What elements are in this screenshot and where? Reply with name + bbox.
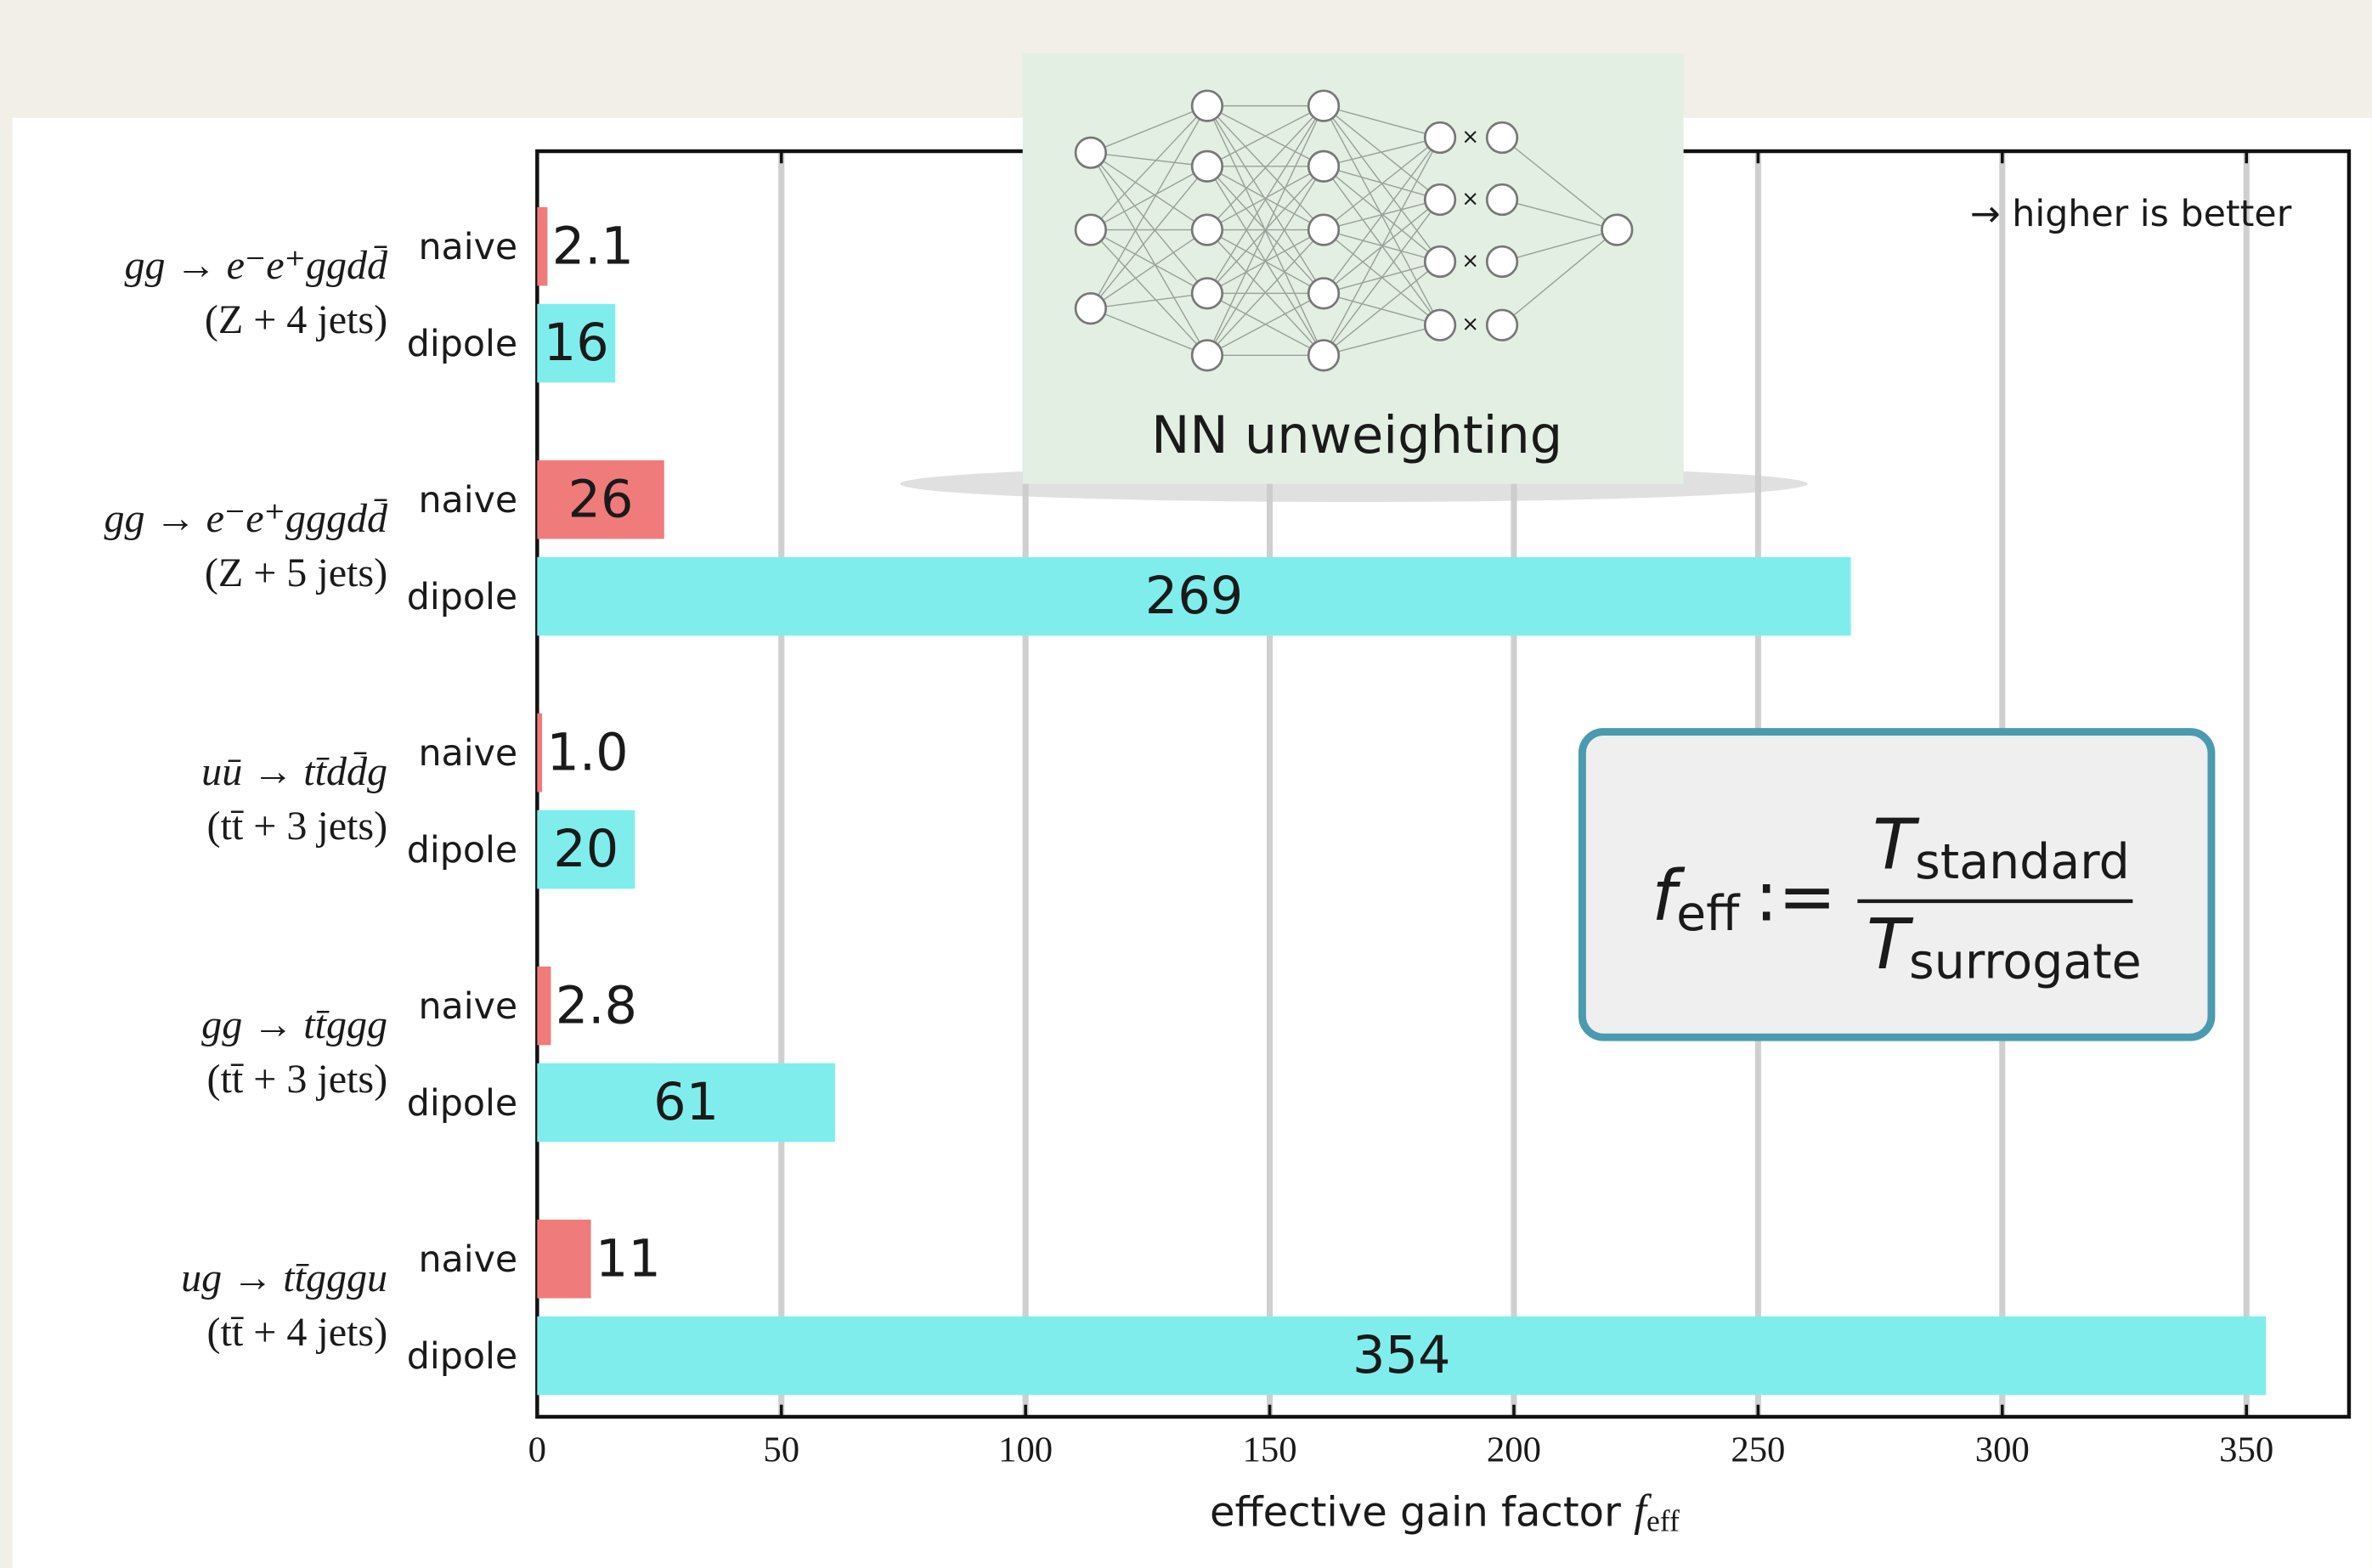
bar (537, 207, 547, 286)
inset-title: NN unweighting (1151, 406, 1562, 465)
nn-inset: × × × × NN unweighting (901, 53, 1808, 502)
formula-den-symbol: T (1867, 905, 1914, 985)
series-label: naive (418, 732, 517, 775)
x-label-text: effective gain factor (1210, 1489, 1634, 1537)
series-label: naive (418, 226, 517, 268)
category-label: gg → tt̄ggg (201, 1002, 387, 1047)
x-tick-label: 100 (998, 1430, 1053, 1470)
value-label: 16 (544, 313, 609, 373)
x-label-sub: eff (1646, 1504, 1680, 1538)
net-node (1076, 138, 1106, 168)
net-node (1308, 91, 1339, 121)
series-label: dipole (407, 829, 517, 871)
net-times: × (1461, 312, 1479, 336)
net-node (1487, 246, 1517, 277)
formula-num-symbol: T (1872, 805, 1920, 886)
category-label: uū → tt̄dd̄g (201, 749, 387, 794)
category-note: (tt̄ + 3 jets) (207, 804, 388, 849)
value-label: 269 (1145, 567, 1244, 626)
value-label: 2.1 (552, 217, 634, 276)
net-node (1192, 151, 1223, 182)
category-note: (tt̄ + 4 jets) (207, 1310, 388, 1355)
bar (537, 967, 551, 1046)
value-label: 26 (568, 470, 634, 529)
net-node (1487, 184, 1517, 215)
net-node (1487, 122, 1517, 153)
x-tick-label: 300 (1975, 1430, 2030, 1470)
net-node (1425, 184, 1455, 215)
net-times: × (1461, 186, 1479, 211)
formula-den-sub: surrogate (1909, 933, 2142, 990)
value-label: 11 (596, 1229, 661, 1289)
bar (537, 1220, 590, 1299)
net-node (1308, 215, 1339, 245)
series-label: naive (418, 479, 517, 522)
x-axis-label: effective gain factor feff (1210, 1485, 1680, 1538)
x-tick-label: 50 (763, 1430, 799, 1470)
chart: 0 50 100 150 200 250 300 350 gg → e⁻e⁺ggdd̄ (Z + … (0, 0, 2372, 1568)
net-node (1308, 341, 1339, 371)
formula-num-sub: standard (1915, 834, 2130, 890)
net-node (1487, 310, 1517, 341)
category-label: gg → e⁻e⁺ggdd̄ (124, 243, 388, 288)
annotation: → higher is better (1970, 193, 2292, 235)
category-note: (tt̄ + 3 jets) (207, 1057, 388, 1102)
category-note: (Z + 4 jets) (205, 297, 387, 342)
value-label: 354 (1353, 1326, 1451, 1385)
net-node (1425, 310, 1455, 341)
series-label: dipole (407, 576, 517, 618)
category-label: ug → tt̄gggu (181, 1255, 387, 1300)
x-tick-label: 150 (1243, 1430, 1297, 1470)
formula-op: := (1754, 856, 1836, 937)
bar (537, 713, 542, 792)
x-tick-label: 0 (528, 1430, 546, 1470)
category-note: (Z + 5 jets) (205, 550, 387, 595)
series-label: dipole (407, 1082, 517, 1125)
series-label: naive (418, 1238, 517, 1281)
net-node (1425, 246, 1455, 277)
net-node (1425, 122, 1455, 153)
x-tick-label: 200 (1487, 1430, 1541, 1470)
x-tick-label: 350 (2219, 1430, 2273, 1470)
series-label: dipole (407, 1335, 517, 1378)
x-tick-label: 250 (1731, 1430, 1785, 1470)
net-node (1192, 215, 1223, 245)
series-label: dipole (407, 323, 517, 365)
page: 0 50 100 150 200 250 300 350 gg → e⁻e⁺ggdd̄ (Z + … (0, 0, 2372, 1568)
net-node (1076, 293, 1106, 324)
value-label: 20 (553, 820, 618, 879)
net-node (1308, 279, 1339, 309)
net-times: × (1461, 248, 1479, 273)
formula-lhs-sub: eff (1676, 885, 1741, 941)
value-label: 1.0 (546, 723, 628, 782)
formula-box: feff := Tstandard Tsurrogate (1582, 732, 2211, 1038)
value-label: 61 (653, 1073, 719, 1132)
net-node (1076, 215, 1106, 245)
net-node (1602, 215, 1633, 245)
value-label: 2.8 (556, 976, 637, 1035)
category-label: gg → e⁻e⁺gggdd̄ (104, 496, 388, 541)
net-times: × (1461, 124, 1479, 149)
net-node (1308, 151, 1339, 182)
net-node (1192, 341, 1223, 371)
net-node (1192, 279, 1223, 309)
net-node (1192, 91, 1223, 121)
series-label: naive (418, 985, 517, 1028)
